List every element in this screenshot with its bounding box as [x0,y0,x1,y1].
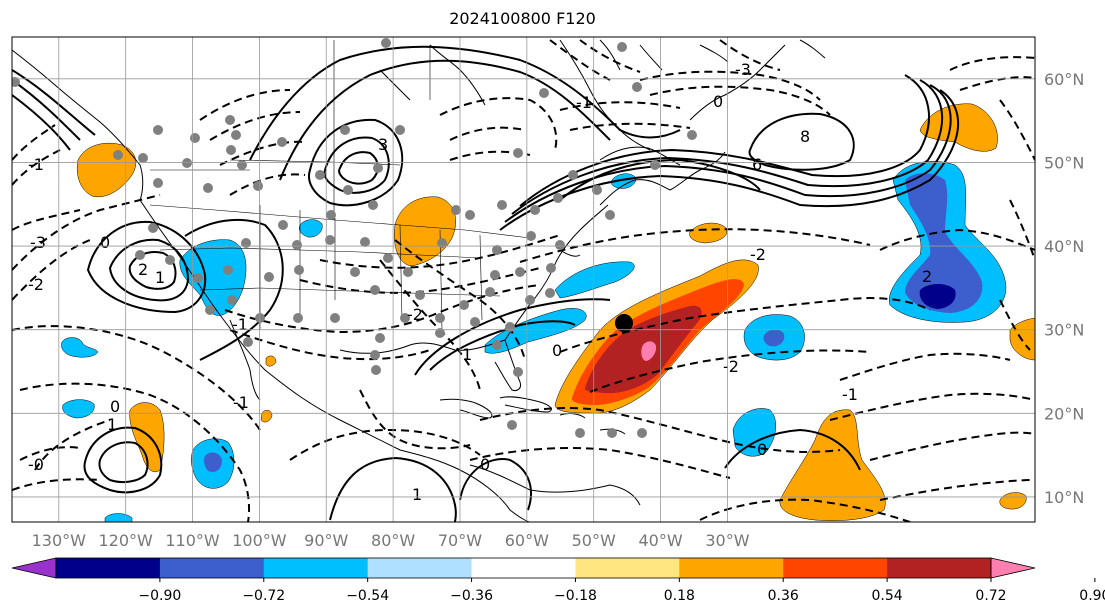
colorbar-segment [575,558,680,578]
warm-region-pink [641,341,657,361]
contour-label: -1 [28,155,44,174]
contour-label: -1 [842,385,858,404]
contour-label: 1 [462,345,472,364]
longitude-label: 70°W [438,531,482,550]
latitude-label: 20°N [1044,404,1084,423]
station-dots [12,38,697,438]
contour-label: -0 [28,455,44,474]
colorbar-tick-label: −0.54 [346,588,389,604]
colorbar-tick-label: −0.72 [242,588,285,604]
map-title: 2024100800 F120 [449,9,596,28]
colorbar-segment [783,558,888,578]
longitude-label: 50°W [572,531,616,550]
coastlines [12,39,826,522]
longitude-label: 120°W [98,531,153,550]
colorbar-frame [55,557,992,579]
colorbar-segment [159,558,265,578]
contour-label: 2 [922,267,932,286]
grid-lines [12,37,1035,522]
longitude-label: 100°W [232,531,287,550]
colorbar-segment [679,558,784,578]
cool-region-pac3 [61,337,99,358]
colorbar-tick-label: 0.36 [768,588,799,604]
warm-region-atl [689,222,728,244]
cool-region-south [732,408,777,457]
contour-label: -2 [28,275,44,294]
cool-region-midatl-blue [763,329,785,347]
contour-label: 1 [155,268,165,287]
colorbar-tick-label: −0.90 [138,588,181,604]
cool-region-pacific-blue [204,452,222,472]
latitude-label: 40°N [1044,237,1084,256]
colorbar-segment [263,558,369,578]
latitude-labels: 10°N 20°N 30°N 40°N 50°N 60°N [1044,70,1084,507]
longitude-label: 110°W [165,531,220,550]
contour-label: -1 [576,93,592,112]
latitude-label: 10°N [1044,488,1084,507]
contour-label: 0 [110,397,120,416]
cool-region-nf [611,173,637,189]
longitude-label: 30°W [705,531,749,550]
contour-label: 1 [412,485,422,504]
cool-region-atlantic2 [554,261,635,299]
cool-region-atlantic [484,308,587,354]
colorbar-tick-label: 0.18 [664,588,695,604]
longitude-label: 80°W [371,531,415,550]
longitude-label: 130°W [32,531,87,550]
cool-region-navy [919,284,956,309]
longitude-label: 40°W [638,531,682,550]
contour-label: -1 [233,393,249,412]
contour-label: -2 [750,245,766,264]
contour-label: -2 [723,357,739,376]
colorbar-tick-label: 0.72 [975,588,1006,604]
longitude-label: 60°W [505,531,549,550]
colorbar-extend-high [990,557,1036,579]
warm-region-east [779,409,886,521]
cool-region-bottom [104,513,133,522]
contour-label: 0 [552,341,562,360]
contour-label: 6 [752,155,762,174]
contour-label: 3 [378,135,388,154]
colorbar-extend-low [11,557,57,579]
longitude-label: 90°W [304,531,348,550]
contour-label: -3 [735,60,751,79]
contour-label: 0 [100,233,110,252]
contour-label: 0 [757,440,767,459]
colorbar-segment [367,558,473,578]
cool-region-blue [905,173,983,313]
plot-frame [11,36,1036,523]
contour-labels: -1 -2 -3 0 1 2 3 6 8 -2 0 1 -1 -2 0 2 -3… [28,60,932,504]
colorbar: −0.90 −0.72 −0.54 −0.36 −0.18 0.18 0.36 0.54 0.7… [11,557,1105,604]
contour-label: -2 [407,305,423,324]
colorbar-tick-label: 0.54 [872,588,903,604]
colorbar-tick-label: −0.18 [554,588,597,604]
contour-label: 1 [107,415,117,434]
latitude-label: 60°N [1044,70,1084,89]
contour-label: -3 [30,233,46,252]
plot-background [12,37,1035,522]
dashed-contours [12,39,1035,522]
contour-label: 0 [713,92,723,111]
colorbar-segment [887,558,992,578]
colorbar-segment [56,558,161,578]
latitude-label: 30°N [1044,321,1084,340]
colorbar-tick-label: −0.36 [450,588,493,604]
contour-label: 8 [800,127,810,146]
warm-region-mexico2 [265,355,277,367]
latitude-label: 50°N [1044,153,1084,172]
contour-label: 0 [480,455,490,474]
colorbar-segment [471,558,576,578]
longitude-labels: 130°W 120°W 110°W 100°W 90°W 80°W 70°W 60°W 50°W… [32,531,750,550]
colorbar-tick-label: 0.90 [1079,588,1105,604]
contour-label: -1 [232,315,248,334]
storm-center-marker [615,314,633,332]
contour-label: 2 [138,260,148,279]
